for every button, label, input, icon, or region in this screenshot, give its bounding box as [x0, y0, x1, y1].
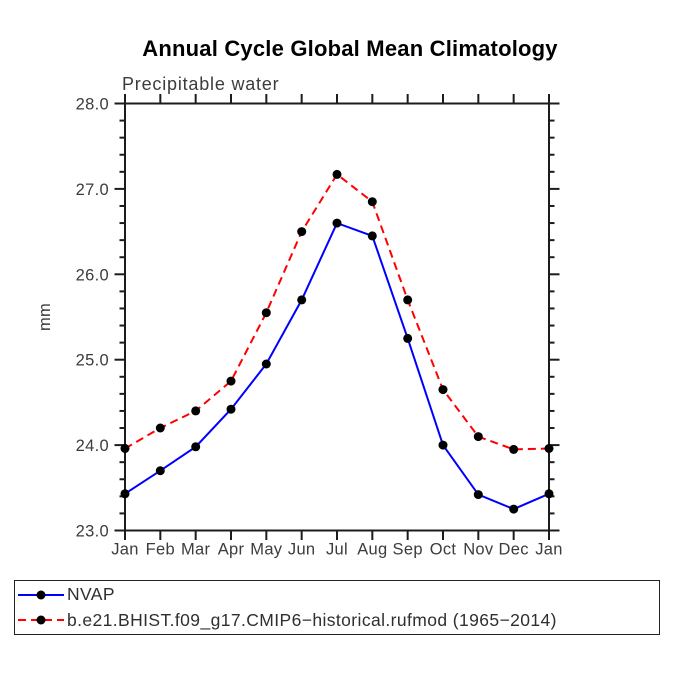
data-point-marker: [438, 385, 448, 395]
data-point-marker: [332, 218, 342, 228]
axes-and-ticks: [114, 94, 560, 540]
data-point-marker: [473, 432, 483, 442]
legend-box: NVAP b.e21.BHIST.f09_g17.CMIP6−historica…: [14, 580, 660, 635]
data-point-marker: [226, 376, 236, 386]
data-point-marker: [297, 227, 307, 237]
legend-label-model: b.e21.BHIST.f09_g17.CMIP6−historical.ruf…: [67, 609, 557, 630]
svg-text:Feb: Feb: [146, 541, 175, 559]
data-point-marker: [403, 295, 413, 305]
data-point-marker: [544, 444, 554, 453]
svg-text:28.0: 28.0: [76, 96, 109, 114]
data-point-marker: [509, 504, 519, 514]
svg-text:Mar: Mar: [181, 541, 211, 559]
data-point-marker: [473, 490, 483, 500]
data-point-marker: [191, 442, 201, 452]
svg-text:25.0: 25.0: [76, 352, 109, 370]
svg-text:27.0: 27.0: [76, 181, 109, 199]
data-point-marker: [261, 308, 271, 318]
data-point-marker: [120, 444, 130, 453]
svg-text:Oct: Oct: [430, 541, 457, 559]
legend-item-model: b.e21.BHIST.f09_g17.CMIP6−historical.ruf…: [17, 608, 657, 633]
svg-text:Sep: Sep: [393, 541, 423, 559]
axis-tick-labels: Jan Feb Mar Apr May Jun Jul Aug Sep Oct Nov Dec Jan2…: [36, 96, 563, 559]
data-point-marker: [120, 489, 130, 499]
svg-text:Dec: Dec: [499, 541, 529, 559]
nvap-line-sample-icon: [18, 590, 64, 600]
data-point-marker: [332, 169, 342, 179]
data-point-marker: [191, 406, 201, 416]
data-point-marker: [438, 440, 448, 450]
data-point-marker: [367, 231, 377, 241]
svg-text:23.0: 23.0: [76, 523, 109, 541]
data-point-marker: [155, 466, 165, 476]
svg-text:Jan: Jan: [535, 541, 563, 559]
data-point-marker: [155, 423, 165, 433]
data-point-marker: [226, 404, 236, 414]
data-point-marker: [261, 359, 271, 369]
svg-text:Aug: Aug: [357, 541, 387, 559]
y-axis-label: mm: [36, 303, 54, 331]
data-point-marker: [544, 489, 554, 499]
svg-text:26.0: 26.0: [76, 266, 109, 284]
legend-item-nvap: NVAP: [17, 582, 657, 607]
chart-title: Annual Cycle Global Mean Climatology: [142, 36, 558, 61]
data-point-marker: [403, 333, 413, 343]
svg-text:24.0: 24.0: [76, 437, 109, 455]
series-nvap: [120, 218, 554, 514]
svg-text:Nov: Nov: [463, 541, 494, 559]
svg-text:Apr: Apr: [218, 541, 245, 559]
svg-text:Jul: Jul: [326, 541, 348, 559]
data-point-marker: [297, 295, 307, 305]
data-point-marker: [367, 197, 377, 207]
data-point-marker: [509, 444, 519, 454]
svg-text:Jun: Jun: [288, 541, 316, 559]
chart-subtitle: Precipitable water: [122, 74, 280, 94]
series-model: [120, 169, 554, 454]
legend-label-nvap: NVAP: [67, 584, 115, 605]
model-dashed-line-sample-icon: [18, 615, 64, 625]
svg-text:May: May: [250, 541, 283, 559]
svg-text:Jan: Jan: [111, 541, 139, 559]
